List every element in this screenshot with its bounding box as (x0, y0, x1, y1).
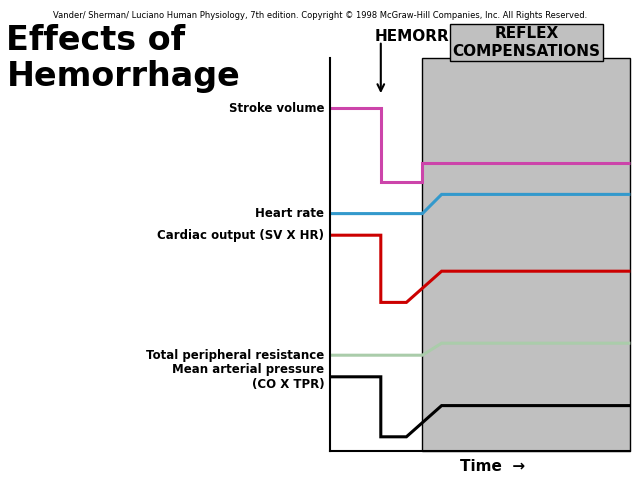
Text: Stroke volume: Stroke volume (229, 101, 324, 115)
Text: Cardiac output (SV X HR): Cardiac output (SV X HR) (157, 228, 324, 242)
Text: Total peripheral resistance: Total peripheral resistance (146, 348, 324, 362)
Text: Mean arterial pressure
(CO X TPR): Mean arterial pressure (CO X TPR) (172, 363, 324, 391)
Bar (422, 58, 630, 451)
Text: Time  →: Time → (460, 459, 525, 474)
Text: HEMORRHAGE: HEMORRHAGE (374, 29, 497, 44)
Text: Effects of
Hemorrhage: Effects of Hemorrhage (6, 24, 240, 93)
Text: REFLEX
COMPENSATIONS: REFLEX COMPENSATIONS (452, 26, 600, 59)
Text: Heart rate: Heart rate (255, 207, 324, 220)
Text: Vander/ Sherman/ Luciano Human Physiology, 7th edition. Copyright © 1998 McGraw-: Vander/ Sherman/ Luciano Human Physiolog… (53, 11, 587, 20)
